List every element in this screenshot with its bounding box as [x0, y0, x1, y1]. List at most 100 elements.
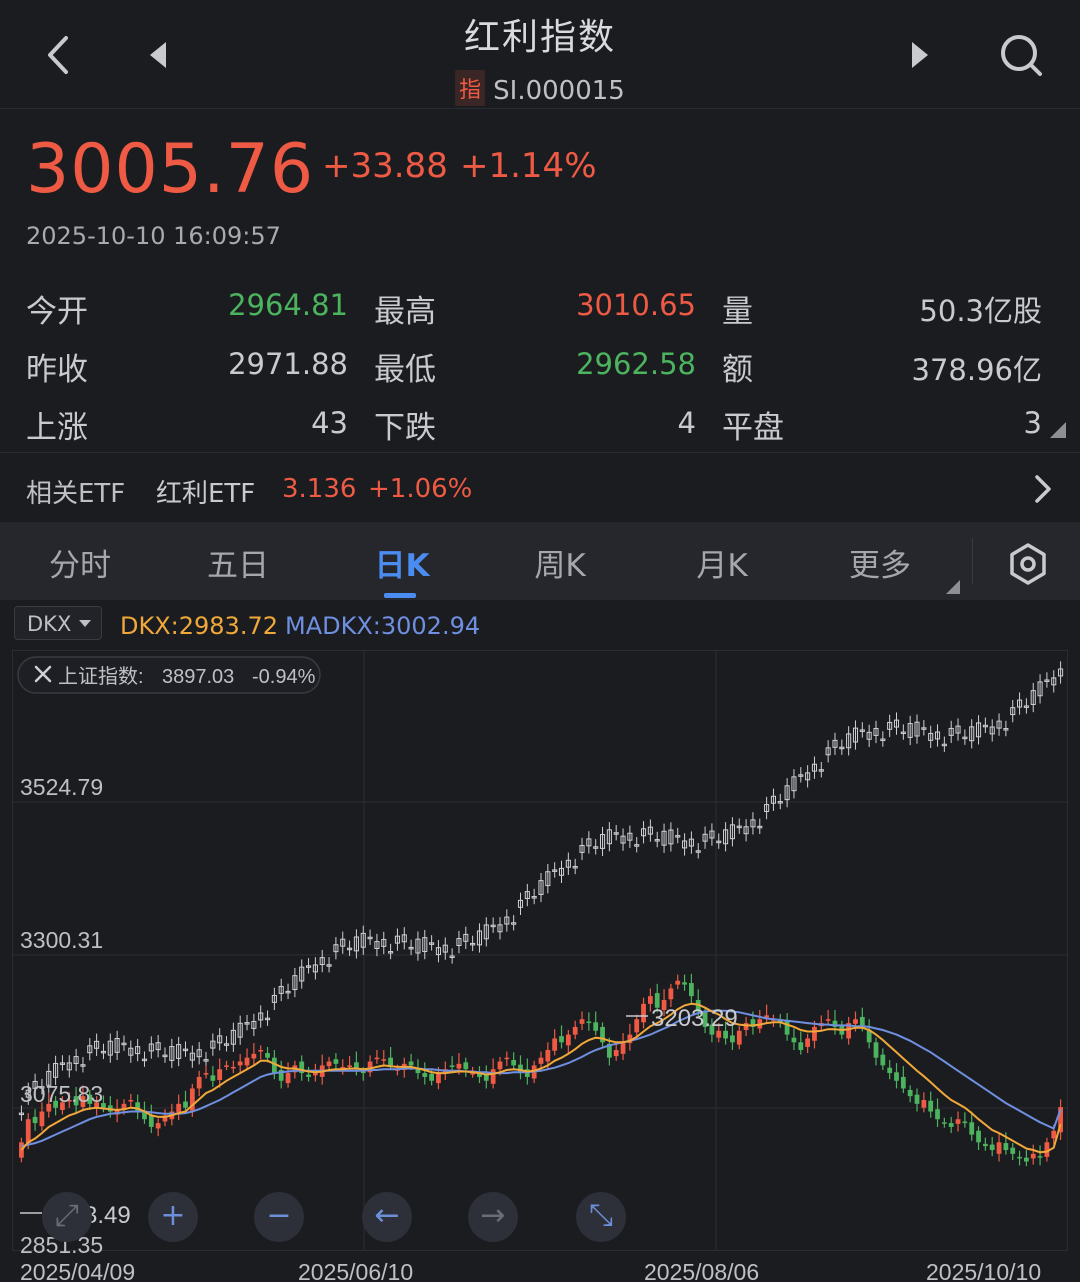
- candle-body: [928, 1100, 934, 1112]
- expand-corner-icon[interactable]: [1048, 420, 1068, 440]
- compare-chip[interactable]: 上证指数: 3897.03 -0.94%: [17, 656, 321, 694]
- candle-body: [606, 1043, 612, 1058]
- candle-body: [374, 1057, 380, 1060]
- etf-change-percent: +1.06%: [368, 474, 473, 504]
- candle-body: [25, 1119, 31, 1144]
- scroll-right-button[interactable]: →: [468, 1192, 518, 1242]
- compare-candle-body: [1017, 699, 1023, 708]
- related-etf-bar[interactable]: 相关ETF 红利ETF 3.136 +1.06%: [0, 452, 1080, 523]
- compare-candle-body: [401, 934, 407, 943]
- stat-label-low: 最低: [374, 352, 436, 388]
- candle-body: [94, 1102, 100, 1108]
- caret-down-icon: [79, 620, 91, 627]
- candle-body: [265, 1053, 270, 1058]
- compare-candle-body: [278, 985, 284, 994]
- compare-candle-body: [251, 1020, 257, 1029]
- candle-body: [463, 1062, 469, 1070]
- compare-candle-body: [237, 1022, 243, 1038]
- candle-body: [969, 1122, 975, 1135]
- indicator-select[interactable]: DKX: [14, 606, 102, 640]
- compare-candle-body: [1010, 707, 1016, 716]
- candle-body: [80, 1096, 86, 1107]
- candle-body: [490, 1069, 496, 1084]
- etf-section-label: 相关ETF: [26, 479, 126, 509]
- compare-candle-body: [565, 859, 571, 868]
- index-badge: 指: [455, 70, 486, 106]
- y-axis-label: 3300.31: [20, 927, 103, 953]
- tab-more[interactable]: 更多: [849, 548, 911, 584]
- tab-intraday[interactable]: 分时: [49, 548, 111, 584]
- close-compare-icon[interactable]: [34, 665, 52, 683]
- compare-candle-body: [1044, 679, 1050, 682]
- candle-body: [695, 1000, 701, 1012]
- candle-body: [805, 1038, 811, 1047]
- previous-stock-icon[interactable]: [146, 40, 170, 70]
- scroll-left-button[interactable]: ←: [362, 1192, 412, 1242]
- candle-body: [982, 1143, 988, 1147]
- tab-weekly-k[interactable]: 周K: [534, 548, 586, 584]
- compare-candle-body: [866, 731, 872, 740]
- tab-daily-k[interactable]: 日K: [374, 548, 430, 584]
- compare-candle-body: [709, 830, 715, 839]
- candle-body: [230, 1066, 236, 1069]
- candle-body: [894, 1072, 899, 1081]
- compare-candle-body: [360, 932, 366, 948]
- compare-candle-body: [702, 833, 708, 842]
- compare-candle-body: [825, 747, 831, 756]
- compare-candle-body: [627, 832, 633, 841]
- candle-body: [907, 1090, 913, 1097]
- compare-candle-body: [839, 746, 845, 750]
- compare-candle-body: [921, 727, 927, 730]
- compare-candle-body: [620, 835, 626, 844]
- zoom-out-button[interactable]: −: [254, 1192, 304, 1242]
- candle-body: [654, 993, 660, 1008]
- reset-view-button[interactable]: ⤡: [576, 1192, 626, 1242]
- fullscreen-icon[interactable]: ⤢: [42, 1192, 92, 1242]
- stat-value-low: 2962.58: [576, 347, 696, 381]
- candle-body: [176, 1103, 182, 1113]
- candle-body: [251, 1053, 257, 1059]
- compare-candle-body: [388, 951, 394, 954]
- candle-body: [1024, 1157, 1029, 1162]
- candle-body: [764, 1015, 770, 1018]
- tab-monthly-k[interactable]: 月K: [696, 548, 748, 584]
- compare-candle-body: [340, 938, 346, 947]
- candle-body: [415, 1068, 421, 1074]
- candle-body: [538, 1057, 544, 1064]
- settings-hexagon-icon[interactable]: [1006, 542, 1050, 586]
- candle-body: [210, 1075, 216, 1081]
- candle-body: [381, 1059, 387, 1061]
- candle-body: [470, 1073, 476, 1075]
- price-change: +33.88: [322, 146, 448, 186]
- compare-candle-body: [606, 829, 612, 845]
- back-arrow-icon[interactable]: [44, 34, 72, 76]
- compare-candle-body: [538, 880, 544, 895]
- y-axis-label: 3075.83: [20, 1081, 103, 1107]
- candle-body: [743, 1023, 749, 1030]
- candle-body: [66, 1100, 72, 1102]
- compare-candle-body: [558, 867, 565, 876]
- compare-candle-body: [271, 994, 277, 1003]
- candle-body: [976, 1130, 981, 1143]
- search-icon[interactable]: [998, 32, 1046, 80]
- compare-candle-body: [647, 826, 653, 835]
- compare-candle-body: [750, 819, 756, 828]
- candle-body: [784, 1020, 790, 1035]
- tab-five-day[interactable]: 五日: [207, 548, 269, 584]
- tab-divider: [972, 538, 973, 584]
- candle-body: [948, 1123, 954, 1127]
- compare-candle-body: [1003, 728, 1009, 731]
- compare-candle-body: [613, 832, 619, 835]
- candle-body: [1030, 1153, 1036, 1159]
- zoom-in-button[interactable]: +: [148, 1192, 198, 1242]
- compare-candle-body: [688, 838, 694, 847]
- compare-candle-body: [511, 922, 517, 925]
- candle-body: [258, 1050, 264, 1052]
- candle-body: [565, 1034, 571, 1046]
- compare-change: -0.94%: [252, 666, 316, 688]
- next-stock-icon[interactable]: [908, 40, 932, 70]
- chevron-right-icon[interactable]: [1032, 473, 1054, 505]
- candle-body: [224, 1065, 229, 1067]
